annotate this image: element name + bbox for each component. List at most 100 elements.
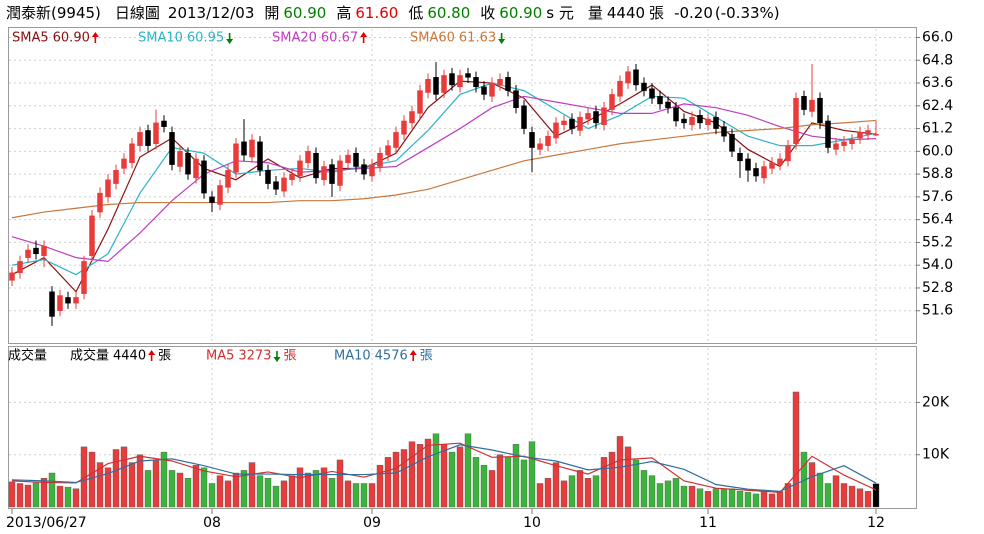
candle-body (761, 166, 767, 179)
candle-body (201, 160, 207, 194)
header-item: 60.80 (427, 4, 470, 22)
volume-bar (168, 470, 176, 508)
candle-body (249, 139, 255, 158)
volume-bar (576, 470, 584, 508)
header-item: 高 (336, 4, 351, 22)
volume-bar (728, 488, 736, 508)
candle-body (497, 78, 503, 86)
legend-text: 60.95 (187, 31, 224, 46)
header: 潤泰新(9945) 日線圖 2013/12/03 開 60.90 高 61.60 低 60.80… (6, 4, 780, 22)
volume-bar (744, 492, 752, 508)
volume-bar (216, 475, 224, 508)
candle-body (41, 245, 47, 256)
trend-arrow (91, 32, 99, 43)
candle-body (513, 90, 519, 108)
header-item: 4440 (607, 4, 645, 22)
candle-body (153, 122, 159, 145)
volume-bar (208, 483, 216, 508)
candle-body (233, 143, 239, 173)
candle-body (553, 122, 559, 139)
candle-body (273, 181, 279, 190)
volume-bar (144, 470, 152, 508)
legend-text: 張 (283, 349, 296, 364)
x-tick-label: 08 (203, 515, 221, 531)
y-tick-label: 57.6 (922, 189, 953, 205)
volume-bar (752, 493, 760, 508)
candle-body (569, 118, 575, 129)
candle-body (721, 126, 727, 137)
legend-text: SMA10 (138, 31, 183, 46)
candle-body (561, 120, 567, 126)
candle-body (809, 99, 815, 112)
volume-bar (200, 467, 208, 508)
y-tick-label: 61.2 (922, 121, 953, 137)
volume-bar (344, 480, 352, 508)
volume-bar (192, 464, 200, 508)
candle-body (777, 158, 783, 165)
volume-bar (392, 451, 400, 508)
arrow-head (498, 39, 506, 44)
volume-bar (88, 451, 96, 508)
header-item: 日線圖 (115, 4, 160, 22)
volume-bar (232, 472, 240, 508)
volume-bar (160, 451, 168, 508)
candle-body (801, 96, 807, 110)
trend-arrow (360, 32, 368, 43)
candle-body (641, 82, 647, 91)
candle-body (169, 132, 175, 165)
header-item: (-0.33%) (715, 4, 780, 22)
candle-body (89, 215, 95, 256)
candle-body (745, 158, 751, 171)
volume-bar (48, 472, 56, 508)
candle-body (145, 130, 151, 146)
volume-bar (640, 470, 648, 508)
candle-body (49, 291, 55, 317)
y-tick-label: 63.6 (922, 75, 953, 91)
candle-body (361, 164, 367, 175)
volume-bar (32, 482, 40, 508)
header-item: 2013/12/03 (168, 4, 254, 22)
candle-body (585, 113, 591, 120)
volume-bar (528, 441, 536, 508)
volume-bar (544, 478, 552, 508)
header-item: 60.90 (499, 4, 542, 22)
volume-bar (128, 462, 136, 508)
volume-bar (16, 483, 24, 508)
candle-body (337, 160, 343, 186)
candle-body (449, 73, 455, 86)
candle-body (297, 160, 303, 177)
header-item: s 元 (546, 4, 574, 22)
y-tick-label: 55.2 (922, 234, 953, 250)
volume-bar (456, 446, 464, 508)
candle-body (25, 249, 31, 258)
legend-text: 60.90 (53, 31, 90, 46)
candle-body (681, 118, 687, 124)
candle-body (313, 152, 319, 179)
volume-bar (120, 446, 128, 508)
volume-bar (808, 462, 816, 508)
candle-body (65, 297, 71, 304)
arrow-head (273, 357, 281, 362)
volume-bar (416, 444, 424, 508)
volume-bar (104, 467, 112, 508)
volume-bar (288, 475, 296, 508)
candle-body (289, 173, 295, 181)
ma-line (11, 444, 877, 492)
legend-text: MA10 (334, 349, 371, 364)
volume-bar (720, 488, 728, 508)
legend-text: SMA20 (272, 31, 317, 46)
candle-body (433, 77, 439, 95)
candle-body (689, 116, 695, 126)
y-tick-label: 62.4 (922, 98, 953, 114)
volume-bar (24, 484, 32, 508)
volume-bar (56, 485, 64, 508)
candle-body (713, 116, 719, 129)
candle-body (665, 101, 671, 108)
volume-bar (584, 478, 592, 508)
candle-body (177, 151, 183, 167)
candle-body (121, 158, 127, 169)
candle-body (385, 145, 391, 156)
arrow-head (226, 39, 234, 44)
